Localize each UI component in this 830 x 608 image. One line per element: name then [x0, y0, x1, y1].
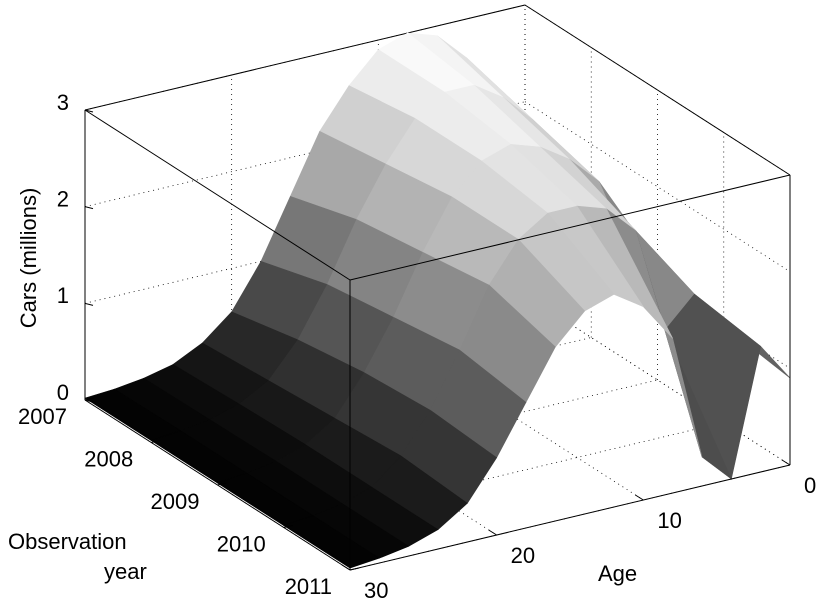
x-tick: [781, 459, 791, 466]
z-tick: [84, 109, 94, 113]
x-tick-label: 20: [511, 543, 535, 568]
z-tick-label: 2: [57, 186, 69, 211]
y-tick-label: 2007: [18, 404, 67, 429]
x-tick-label: 0: [804, 473, 816, 498]
box-edge: [349, 174, 791, 281]
x-tick-label: 30: [364, 578, 388, 603]
grid-line: [84, 101, 526, 208]
box-edge: [524, 4, 791, 176]
y-tick-label: 2010: [217, 531, 266, 556]
x-tick: [635, 494, 644, 501]
z-tick-label: 3: [57, 90, 69, 115]
y-tick-label: 2008: [84, 446, 133, 471]
z-tick: [84, 206, 94, 210]
z-tick: [84, 399, 94, 403]
grid-line: [84, 197, 526, 304]
x-tick: [488, 529, 497, 536]
y-tick-label: 2011: [285, 574, 332, 599]
y-tick: [151, 440, 161, 443]
y-tick: [84, 397, 95, 401]
y-tick: [283, 525, 293, 528]
x-axis-label: Age: [598, 561, 637, 586]
box-edge: [84, 4, 526, 111]
z-tick-label: 1: [57, 283, 69, 308]
y-tick: [349, 567, 360, 571]
x-tick: [341, 564, 351, 571]
z-tick-label: 0: [57, 380, 69, 405]
y-axis-label: Observation: [8, 529, 127, 554]
box-edge: [84, 109, 351, 281]
y-tick-label: 2009: [151, 489, 200, 514]
box-edge: [349, 464, 791, 571]
z-tick: [84, 302, 94, 306]
y-tick: [217, 482, 227, 486]
x-tick-label: 10: [657, 508, 681, 533]
z-axis-label: Cars (millions): [16, 188, 41, 329]
y-axis-label: year: [104, 559, 147, 584]
